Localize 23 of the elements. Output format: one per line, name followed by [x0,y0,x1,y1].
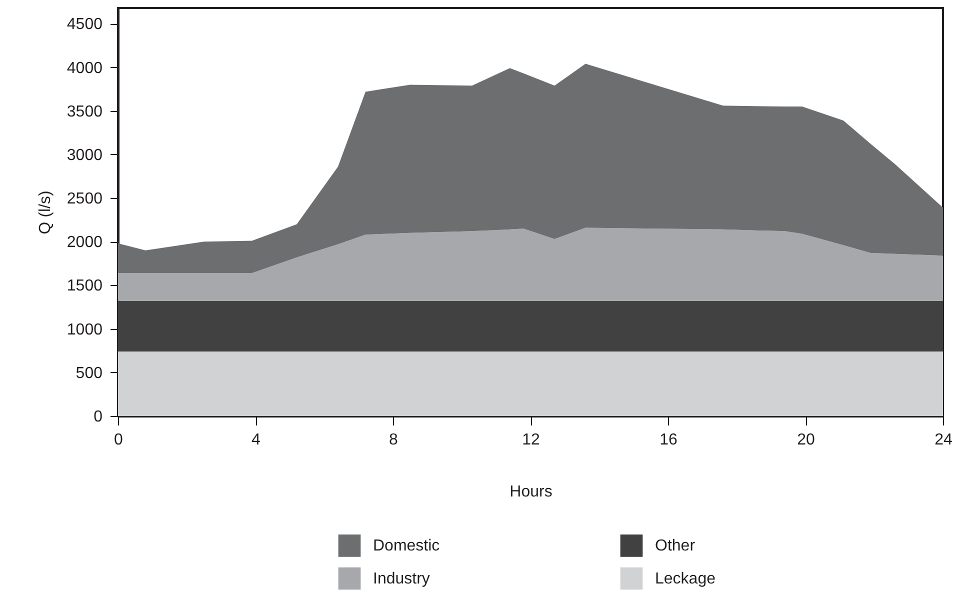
y-tick-label: 4500 [66,16,103,34]
x-tick-label: 0 [114,432,124,448]
x-tick-label: 4 [252,432,261,448]
y-tick-label: 3000 [66,146,103,164]
y-tick-label: 0 [94,408,103,426]
y-tick-label: 1500 [66,278,103,295]
y-tick-label: 2500 [66,190,103,208]
y-tick-label: 1000 [66,321,103,338]
y-tick-label: 4000 [66,60,103,77]
x-axis-title: Hours [510,484,552,500]
x-tick-label: 20 [797,432,815,448]
legend-label: Industry [373,570,430,588]
y-axis-title: Q (l/s) [36,190,54,234]
x-tick-label: 12 [522,432,540,448]
legend-label: Leckage [655,570,716,588]
legend-label: Other [655,538,696,555]
x-tick-label: 8 [389,432,398,448]
x-tick-label: 16 [660,432,678,448]
x-tick-label: 24 [934,432,952,448]
legend-label: Domestic [373,538,440,555]
y-tick-label: 2000 [66,234,103,252]
y-tick-label: 3500 [66,103,103,120]
y-tick-label: 500 [76,364,103,382]
